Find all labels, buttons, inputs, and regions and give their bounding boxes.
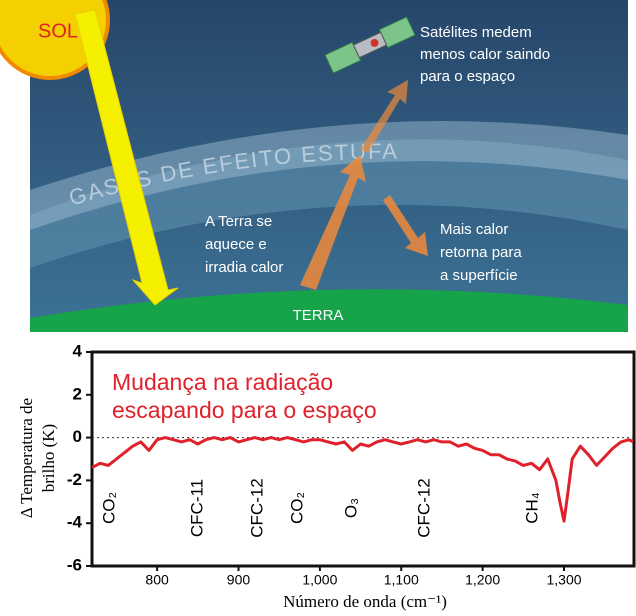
x-tick-label: 1,200 [465, 572, 500, 588]
chart-title: Mudança na radiação escapando para o esp… [112, 368, 442, 424]
sun-label: SOL [38, 20, 78, 42]
gas-label: CFC-12 [247, 478, 266, 538]
return-note: retorna para [440, 244, 522, 261]
gas-label: CFC-12 [414, 478, 433, 538]
earth-note: irradia calor [205, 259, 283, 276]
return-note: Mais calor [440, 221, 508, 238]
y-axis-label: Δ Temperatura de [17, 398, 36, 518]
data-line [92, 438, 633, 521]
figure: GASES DE EFEITO ESTUFA SOL Satélites med… [0, 0, 636, 616]
earth-note: aquece e [205, 236, 267, 253]
y-tick-label: 0 [73, 427, 82, 446]
satellite-note: menos calor saindo [420, 46, 550, 63]
gas-label: CH₄ [522, 492, 541, 524]
return-note: a superfície [440, 267, 518, 284]
gas-label: CFC-11 [187, 479, 206, 537]
y-axis-label: brilho (K) [39, 424, 58, 492]
gas-label: O₃ [341, 498, 360, 518]
x-axis-label: Número de onda (cm⁻¹) [283, 592, 447, 611]
y-tick-label: 2 [73, 384, 82, 403]
x-tick-label: 900 [227, 572, 251, 588]
satellite-note: Satélites medem [420, 24, 532, 41]
gas-label: CO₂ [287, 492, 306, 524]
x-tick-label: 1,000 [302, 572, 337, 588]
gas-label: CO₂ [99, 492, 118, 524]
y-tick-label: -6 [67, 555, 82, 574]
y-tick-label: -4 [67, 513, 83, 532]
x-tick-label: 1,300 [546, 572, 581, 588]
satellite-note: para o espaço [420, 68, 515, 85]
earth-label: TERRA [293, 307, 344, 324]
x-tick-label: 1,100 [384, 572, 419, 588]
y-tick-label: 4 [73, 341, 83, 360]
page: GASES DE EFEITO ESTUFA SOL Satélites med… [0, 0, 636, 616]
y-tick-label: -2 [67, 470, 82, 489]
x-tick-label: 800 [145, 572, 169, 588]
earth-note: A Terra se [205, 213, 272, 230]
